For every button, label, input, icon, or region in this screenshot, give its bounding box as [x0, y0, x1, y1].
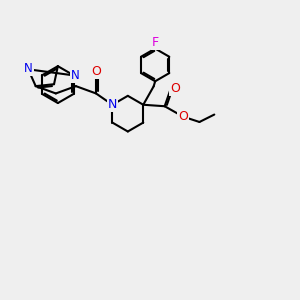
Text: F: F	[152, 35, 159, 49]
Text: N: N	[108, 98, 117, 111]
Text: O: O	[170, 82, 180, 95]
Text: N: N	[71, 69, 80, 82]
Text: N: N	[24, 62, 33, 75]
Text: O: O	[178, 110, 188, 123]
Text: O: O	[91, 65, 101, 78]
